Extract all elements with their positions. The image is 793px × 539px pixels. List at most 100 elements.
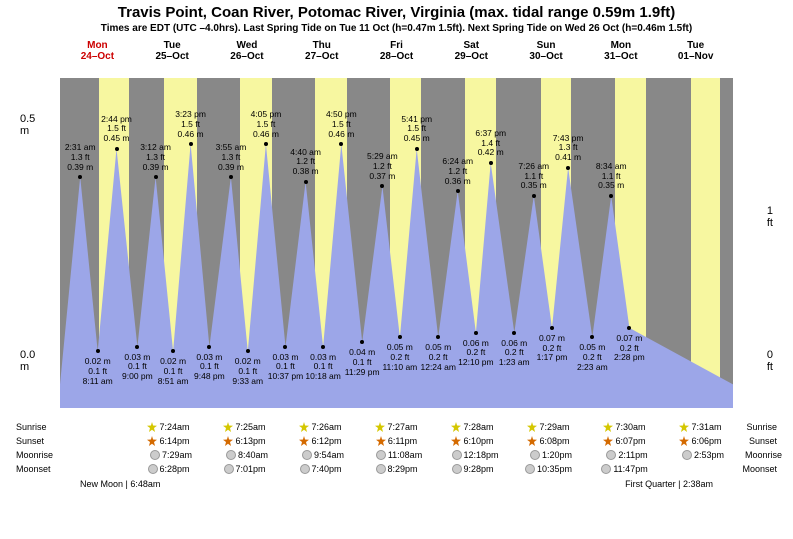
- moonset-item: 6:28pm: [131, 464, 207, 474]
- tide-dot: [189, 142, 193, 146]
- row-label: Moonrise: [16, 450, 53, 460]
- moonset-item: 10:35pm: [511, 464, 587, 474]
- sunrise-item: 7:25am: [207, 422, 283, 432]
- star-icon: [679, 436, 689, 446]
- star-icon: [147, 436, 157, 446]
- moonrise-item: 2:53pm: [665, 450, 741, 460]
- chart-container: Travis Point, Coan River, Potomac River,…: [0, 0, 793, 539]
- row-label: Moonset: [743, 464, 778, 474]
- date-label: Thu27–Oct: [284, 40, 359, 62]
- moon-icon: [224, 464, 234, 474]
- sunrise-item: 7:29am: [511, 422, 587, 432]
- tide-dot: [456, 189, 460, 193]
- moonrise-item: 8:40am: [209, 450, 285, 460]
- tide-label: 6:24 am1.2 ft0.36 m: [442, 157, 473, 186]
- tide-label: 0.07 m0.2 ft2:28 pm: [614, 334, 645, 363]
- tide-label: 0.02 m0.1 ft8:51 am: [158, 357, 189, 386]
- sunset-item: 6:08pm: [511, 436, 587, 446]
- tide-dot: [532, 194, 536, 198]
- sunset-item: 6:11pm: [359, 436, 435, 446]
- star-icon: [451, 422, 461, 432]
- tide-dot: [360, 340, 364, 344]
- moon-icon: [452, 464, 462, 474]
- tide-label: 5:29 am1.2 ft0.37 m: [367, 152, 398, 181]
- moon-phase-row: New Moon | 6:48am First Quarter | 2:38am: [0, 479, 793, 489]
- moon-icon: [452, 450, 462, 460]
- sunrise-item: [55, 422, 131, 432]
- sunset-item: 6:06pm: [663, 436, 739, 446]
- tide-label: 5:41 pm1.5 ft0.45 m: [401, 115, 432, 144]
- moonrise-item: 11:08am: [361, 450, 437, 460]
- tide-dot: [229, 175, 233, 179]
- tide-dot: [415, 147, 419, 151]
- tide-label: 0.02 m0.1 ft9:33 am: [232, 357, 263, 386]
- sunset-item: 6:12pm: [283, 436, 359, 446]
- date-label: Tue01–Nov: [658, 40, 733, 62]
- tide-dot: [436, 335, 440, 339]
- date-label: Sun30–Oct: [509, 40, 584, 62]
- tide-dot: [398, 335, 402, 339]
- moon-icon: [300, 464, 310, 474]
- tide-dot: [264, 142, 268, 146]
- tide-label: 4:40 am1.2 ft0.38 m: [290, 148, 321, 177]
- tide-dot: [207, 345, 211, 349]
- y-tick-left: 0.0 m: [20, 349, 35, 373]
- date-label: Sat29–Oct: [434, 40, 509, 62]
- moonrise-row: Moonrise7:29am8:40am9:54am11:08am12:18pm…: [0, 448, 793, 462]
- star-icon: [603, 436, 613, 446]
- tide-dot: [321, 345, 325, 349]
- sunset-row: Sunset 6:14pm6:13pm6:12pm6:11pm6:10pm6:08…: [0, 434, 793, 448]
- tide-label: 0.03 m0.1 ft9:00 pm: [122, 353, 153, 382]
- moonset-item: 7:40pm: [283, 464, 359, 474]
- sunrise-item: 7:30am: [587, 422, 663, 432]
- moonset-item: [663, 464, 739, 474]
- star-icon: [223, 436, 233, 446]
- sunset-item: 6:07pm: [587, 436, 663, 446]
- tide-label: 0.06 m0.2 ft1:23 am: [499, 339, 530, 368]
- tide-dot: [304, 180, 308, 184]
- row-label: Sunrise: [16, 422, 51, 432]
- star-icon: [147, 422, 157, 432]
- tide-label: 0.06 m0.2 ft12:10 pm: [458, 339, 493, 368]
- star-icon: [299, 436, 309, 446]
- sunset-item: 6:10pm: [435, 436, 511, 446]
- star-icon: [223, 422, 233, 432]
- moon-phase-left: New Moon | 6:48am: [80, 479, 160, 489]
- star-icon: [376, 436, 386, 446]
- star-icon: [603, 422, 613, 432]
- tide-dot: [96, 349, 100, 353]
- row-label: Moonrise: [745, 450, 782, 460]
- tide-label: 0.03 m0.1 ft10:37 pm: [268, 353, 303, 382]
- date-label: Wed26–Oct: [210, 40, 285, 62]
- y-tick-left: 0.5 m: [20, 113, 35, 137]
- row-label: Moonset: [16, 464, 51, 474]
- tide-dot: [78, 175, 82, 179]
- chart-plot-area: 2:31 am1.3 ft0.39 m0.02 m0.1 ft8:11 am2:…: [60, 78, 733, 408]
- moon-icon: [682, 450, 692, 460]
- star-icon: [375, 422, 385, 432]
- sunset-item: 6:13pm: [207, 436, 283, 446]
- sunrise-item: 7:31am: [663, 422, 739, 432]
- tide-dot: [339, 142, 343, 146]
- moon-icon: [601, 464, 611, 474]
- date-label: Tue25–Oct: [135, 40, 210, 62]
- tide-label: 3:23 pm1.5 ft0.46 m: [175, 110, 206, 139]
- tide-dot: [380, 184, 384, 188]
- sunrise-item: 7:24am: [131, 422, 207, 432]
- date-label: Mon24–Oct: [60, 40, 135, 62]
- y-tick-right: 1 ft: [767, 205, 773, 229]
- tide-label: 0.02 m0.1 ft8:11 am: [83, 357, 113, 386]
- tide-label: 8:34 am1.1 ft0.35 m: [596, 162, 627, 191]
- moon-icon: [148, 464, 158, 474]
- sunset-item: 6:14pm: [131, 436, 207, 446]
- sun-moon-table: Sunrise7:24am7:25am7:26am7:27am7:28am7:2…: [0, 420, 793, 489]
- moonset-item: [55, 464, 131, 474]
- row-label: Sunset: [743, 436, 778, 446]
- tide-label: 6:37 pm1.4 ft0.42 m: [475, 129, 506, 158]
- star-icon: [451, 436, 461, 446]
- moonrise-item: 12:18pm: [437, 450, 513, 460]
- tide-label: 2:44 pm1.5 ft0.45 m: [101, 115, 132, 144]
- tide-dot: [609, 194, 613, 198]
- tide-label: 3:12 am1.3 ft0.39 m: [140, 143, 171, 172]
- star-icon: [527, 436, 537, 446]
